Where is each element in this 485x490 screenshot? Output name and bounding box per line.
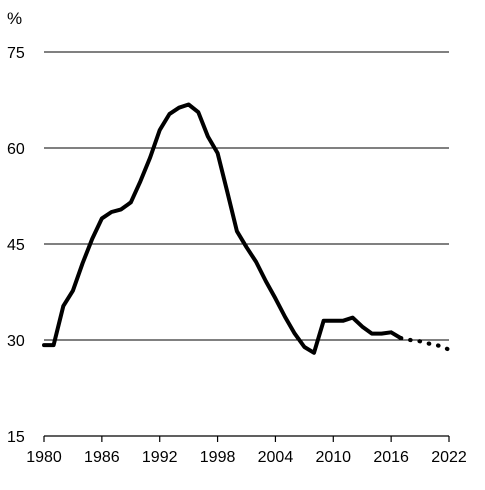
y-tick-label-60: 60	[7, 141, 25, 158]
x-tick-label-1992: 1992	[142, 449, 178, 466]
x-tick-label-1980: 1980	[26, 449, 62, 466]
gridlines	[44, 51, 449, 341]
y-tick-label-45: 45	[7, 237, 25, 254]
y-unit-label: %	[7, 9, 22, 28]
x-tick-label-2022: 2022	[431, 449, 467, 466]
x-tick-label-2010: 2010	[315, 449, 351, 466]
series	[42, 102, 452, 355]
y-tick-label-75: 75	[7, 45, 25, 62]
axes	[43, 435, 450, 442]
y-tick-label-30: 30	[7, 333, 25, 350]
series-line-projection	[398, 336, 452, 352]
x-tick-label-1986: 1986	[84, 449, 120, 466]
x-tick-label-2016: 2016	[373, 449, 409, 466]
x-tick-label-2004: 2004	[258, 449, 294, 466]
tick-labels: 1980 1986 1992 1998 2004 2010 2016 2022 15 30 45 60…	[7, 45, 467, 466]
series-line-actual	[42, 102, 403, 355]
y-tick-label-15: 15	[7, 429, 25, 446]
x-tick-label-1998: 1998	[200, 449, 236, 466]
